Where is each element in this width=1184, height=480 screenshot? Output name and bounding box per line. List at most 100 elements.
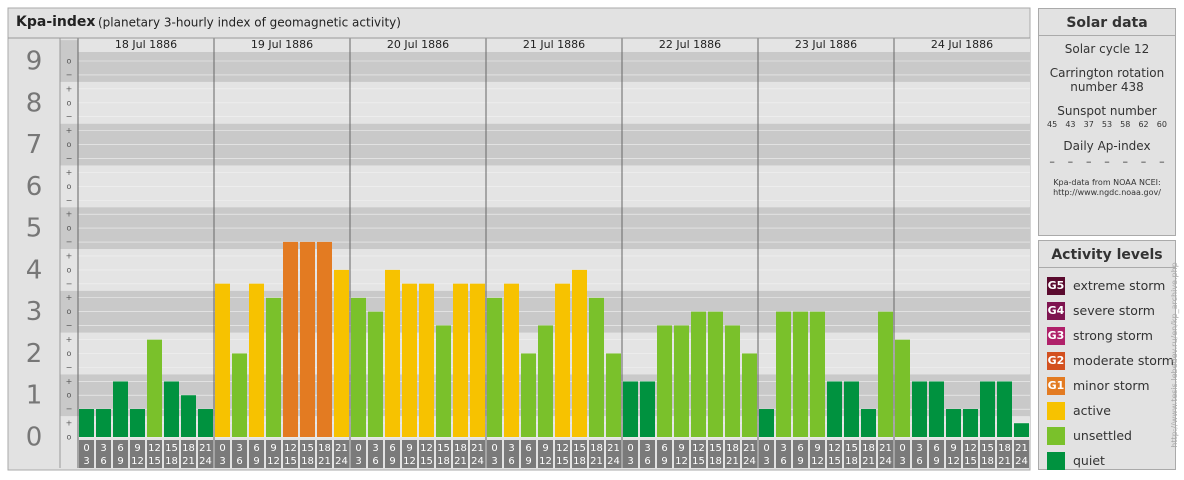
bar — [79, 409, 94, 437]
minor-tick-label: + — [66, 126, 73, 135]
hour-start: 12 — [420, 443, 433, 454]
sunspot-value: 45 — [1047, 120, 1058, 129]
hour-box — [725, 440, 740, 468]
bar — [878, 311, 893, 437]
minor-tick-label: o — [67, 98, 72, 107]
hour-end: 3 — [83, 456, 89, 467]
hour-box — [79, 440, 94, 468]
hour-end: 9 — [117, 456, 123, 467]
y-tick-label: 7 — [26, 130, 43, 160]
ap-title: Daily Ap-index — [1063, 139, 1151, 153]
bar — [589, 297, 604, 437]
hour-box — [487, 440, 502, 468]
legend-title: Activity levels — [1039, 241, 1175, 268]
legend-item: G5 extreme storm — [1047, 276, 1175, 295]
hour-start: 12 — [148, 443, 161, 454]
legend-label: minor storm — [1073, 378, 1150, 393]
solar-cycle: Solar cycle 12 — [1064, 42, 1150, 56]
y-tick-label: 9 — [26, 47, 43, 77]
ap-value: – — [1067, 155, 1074, 168]
bar — [164, 381, 179, 437]
hour-start: 21 — [335, 443, 348, 454]
bar — [147, 339, 162, 437]
solar-title: Solar data — [1039, 9, 1175, 36]
hour-start: 6 — [117, 443, 123, 454]
hour-box — [1014, 440, 1029, 468]
hour-box — [470, 440, 485, 468]
hour-end: 9 — [525, 456, 531, 467]
legend-label: extreme storm — [1073, 278, 1166, 293]
hour-end: 3 — [219, 456, 225, 467]
header-row — [78, 38, 1030, 52]
bar — [334, 269, 349, 437]
hour-end: 24 — [1015, 456, 1028, 467]
minor-tick-label: o — [67, 349, 72, 358]
minor-tick-label: o — [67, 57, 72, 66]
minor-tick-label: − — [66, 112, 73, 121]
hour-start: 3 — [508, 443, 514, 454]
bar — [742, 353, 757, 437]
bar — [759, 409, 774, 437]
hour-box — [351, 440, 366, 468]
bar — [657, 325, 672, 437]
legend-badge: G3 — [1047, 329, 1065, 342]
hour-start: 21 — [743, 443, 756, 454]
hour-start: 12 — [284, 443, 297, 454]
hour-end: 9 — [389, 456, 395, 467]
legend-badge: G2 — [1047, 354, 1065, 367]
hour-end: 18 — [845, 456, 858, 467]
hour-box — [895, 440, 910, 468]
y-tick-label: 1 — [26, 381, 43, 411]
legend-label: active — [1073, 403, 1111, 418]
hour-box — [708, 440, 723, 468]
bar — [181, 395, 196, 437]
y-tick-label: 6 — [26, 172, 43, 202]
hour-start: 3 — [644, 443, 650, 454]
sunspot-value: 58 — [1120, 120, 1131, 129]
bar — [946, 409, 961, 437]
legend-badge: G5 — [1047, 279, 1065, 292]
bar — [980, 381, 995, 437]
hour-box — [623, 440, 638, 468]
hour-start: 6 — [253, 443, 259, 454]
bar — [861, 409, 876, 437]
hour-start: 15 — [981, 443, 994, 454]
hour-start: 3 — [100, 443, 106, 454]
legend-item: unsettled — [1047, 426, 1175, 445]
hour-start: 9 — [678, 443, 684, 454]
hour-start: 15 — [845, 443, 858, 454]
hour-start: 3 — [780, 443, 786, 454]
bar — [708, 311, 723, 437]
sunspot-value: 62 — [1138, 120, 1149, 129]
bar — [997, 381, 1012, 437]
hour-end: 12 — [131, 456, 144, 467]
bar — [895, 339, 910, 437]
hour-start: 0 — [899, 443, 905, 454]
bar — [844, 381, 859, 437]
legend-swatch: G1 — [1047, 376, 1065, 395]
hour-end: 21 — [590, 456, 603, 467]
minor-tick-label: − — [66, 279, 73, 288]
hour-start: 18 — [998, 443, 1011, 454]
legend-swatch — [1047, 451, 1065, 470]
carrington: Carrington rotation number 438 — [1049, 66, 1165, 94]
bar — [725, 325, 740, 437]
bar — [351, 297, 366, 437]
minor-tick-label: o — [67, 224, 72, 233]
hour-end: 12 — [947, 456, 960, 467]
y-tick-label: 2 — [26, 339, 43, 369]
hour-box — [334, 440, 349, 468]
minor-tick-label: + — [66, 419, 73, 428]
minor-tick-label: + — [66, 168, 73, 177]
bar — [674, 325, 689, 437]
y-tick-label: 3 — [26, 297, 43, 327]
minor-tick-label: − — [66, 238, 73, 247]
hour-start: 9 — [950, 443, 956, 454]
hour-box — [198, 440, 213, 468]
hour-end: 6 — [508, 456, 514, 467]
hour-box — [419, 440, 434, 468]
hour-box — [827, 440, 842, 468]
minor-tick-label: − — [66, 196, 73, 205]
hour-box — [912, 440, 927, 468]
bar — [538, 325, 553, 437]
